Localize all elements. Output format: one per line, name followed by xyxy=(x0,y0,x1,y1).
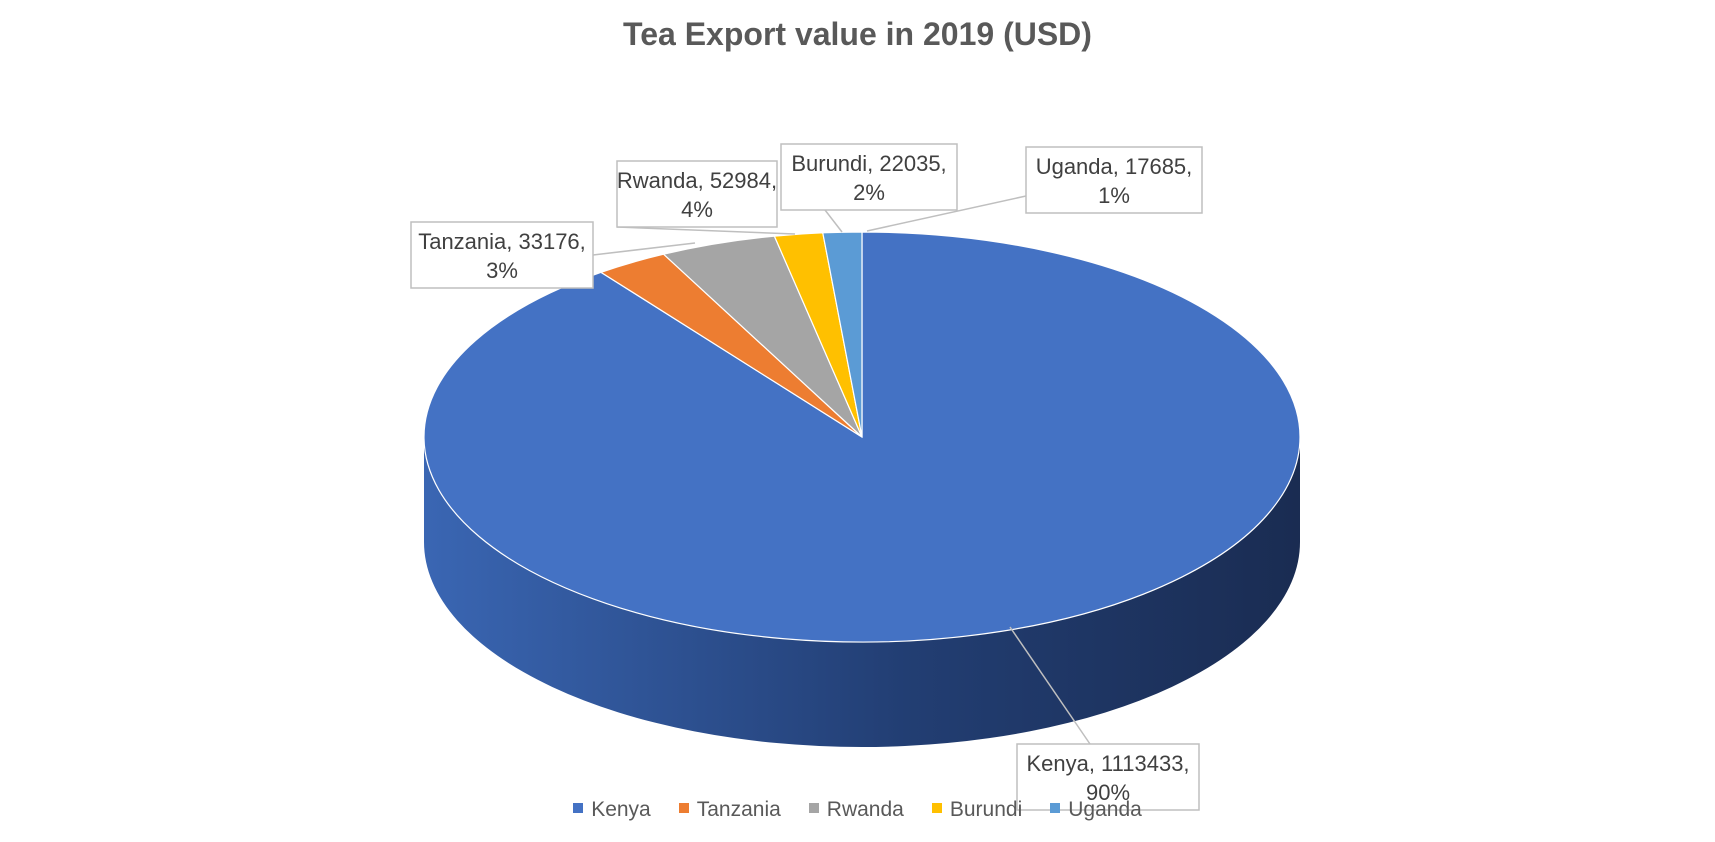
legend-item-uganda: Uganda xyxy=(1050,798,1142,822)
legend-swatch-tanzania xyxy=(678,803,689,814)
leader-line-tanzania xyxy=(592,242,696,256)
data-label-value-rwanda: Rwanda, 52984, xyxy=(617,168,777,193)
data-label-box-uganda xyxy=(1025,146,1203,214)
data-label-percent-uganda: 1% xyxy=(1098,183,1130,208)
leader-line-uganda xyxy=(866,195,1027,232)
data-label-percent-rwanda: 4% xyxy=(681,197,713,222)
legend-swatch-kenya xyxy=(573,803,584,814)
pie-side-kenya xyxy=(424,437,1300,747)
data-label-percent-burundi: 2% xyxy=(853,180,885,205)
legend: Kenya Tanzania Rwanda Burundi Uganda xyxy=(0,798,1715,822)
data-label-value-tanzania: Tanzania, 33176, xyxy=(418,229,586,254)
data-label-box-burundi xyxy=(780,143,958,211)
legend-label-rwanda: Rwanda xyxy=(826,798,904,821)
legend-label-kenya: Kenya xyxy=(591,798,651,821)
data-label-kenya: Kenya, 1113433, 90% xyxy=(1009,626,1200,811)
data-label-burundi: Burundi, 22035, 2% xyxy=(780,143,958,233)
legend-item-tanzania: Tanzania xyxy=(678,798,781,822)
legend-item-kenya: Kenya xyxy=(573,798,651,822)
pie-slice-uganda xyxy=(822,231,863,438)
data-label-value-uganda: Uganda, 17685, xyxy=(1036,154,1193,179)
data-label-percent-tanzania: 3% xyxy=(486,258,518,283)
data-label-box-tanzania xyxy=(410,221,594,289)
data-label-box-rwanda xyxy=(616,160,778,228)
legend-label-tanzania: Tanzania xyxy=(696,798,781,821)
legend-label-burundi: Burundi xyxy=(949,798,1023,821)
data-label-value-kenya: Kenya, 1113433, xyxy=(1026,751,1189,776)
legend-swatch-rwanda xyxy=(808,803,819,814)
data-labels: Kenya, 1113433, 90% Tanzania, 33176, 3% Rwan… xyxy=(410,143,1203,811)
data-label-percent-kenya: 90% xyxy=(1086,780,1130,805)
legend-item-burundi: Burundi xyxy=(931,798,1023,822)
data-label-value-burundi: Burundi, 22035, xyxy=(791,151,946,176)
data-label-uganda: Uganda, 17685, 1% xyxy=(866,146,1203,232)
data-label-rwanda: Rwanda, 52984, 4% xyxy=(616,160,796,235)
chart-title: Tea Export value in 2019 (USD) xyxy=(623,16,1092,52)
pie-side-wall xyxy=(424,437,1300,747)
leader-line-rwanda xyxy=(616,226,796,235)
legend-label-uganda: Uganda xyxy=(1068,798,1142,821)
legend-swatch-burundi xyxy=(931,803,942,814)
pie-top-face xyxy=(423,231,1301,643)
leader-line-burundi xyxy=(824,209,843,233)
legend-item-rwanda: Rwanda xyxy=(808,798,904,822)
legend-swatch-uganda xyxy=(1050,803,1061,814)
data-label-box-kenya xyxy=(1016,743,1200,811)
leader-line-kenya xyxy=(1009,626,1091,745)
data-label-tanzania: Tanzania, 33176, 3% xyxy=(410,221,696,289)
